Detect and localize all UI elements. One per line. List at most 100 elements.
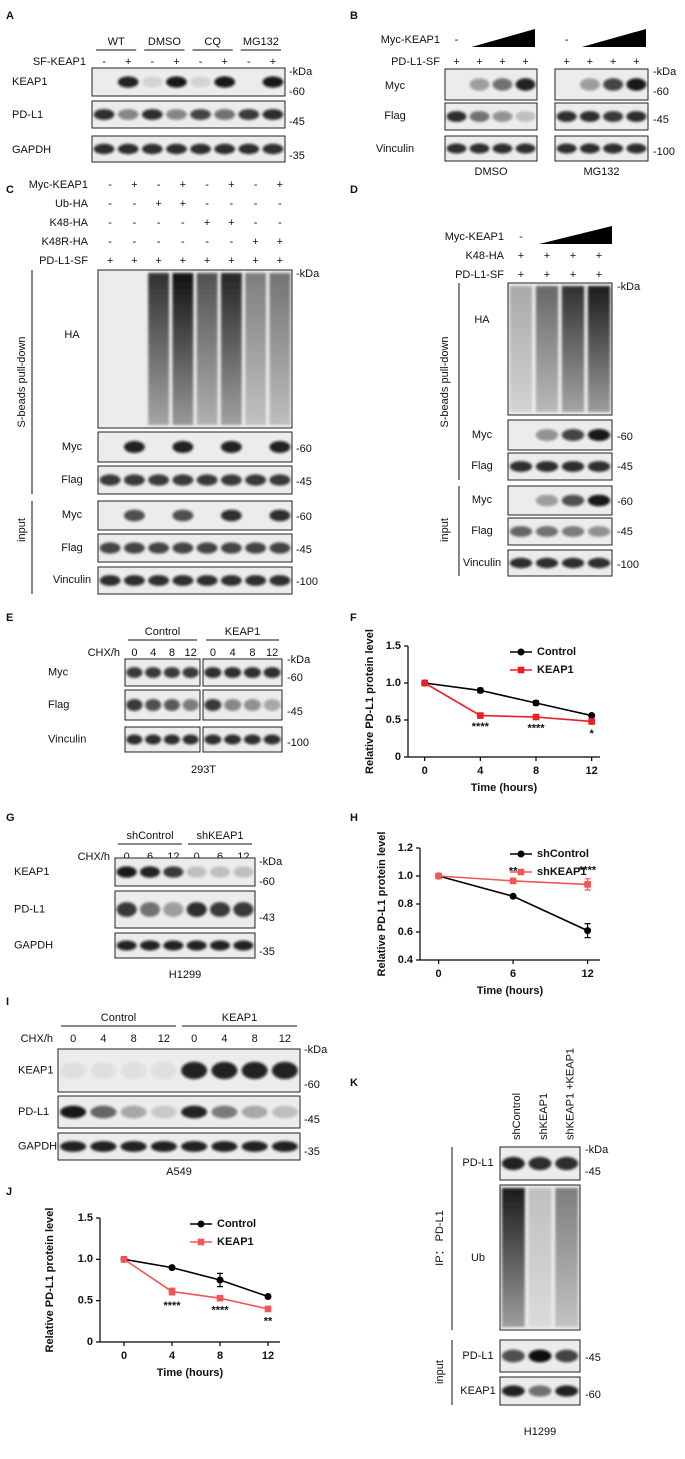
band	[245, 474, 267, 486]
point	[476, 686, 484, 694]
legend-label: shKEAP1	[537, 866, 587, 878]
time-label: 0	[70, 1033, 76, 1045]
size-marker: -60	[296, 511, 312, 523]
band	[141, 109, 163, 120]
band	[245, 542, 267, 554]
band	[501, 1385, 525, 1397]
row-label: Flag	[48, 699, 69, 711]
band	[224, 667, 242, 678]
band	[579, 78, 600, 91]
treatment-label: Myc-KEAP1	[29, 179, 88, 191]
panel-letter: E	[6, 612, 13, 624]
row-label: Flag	[471, 460, 492, 472]
band	[123, 509, 145, 522]
row-label: GAPDH	[12, 144, 51, 156]
y-tick-label: 1.2	[398, 842, 413, 854]
band	[126, 699, 143, 711]
point	[509, 892, 517, 900]
sign: +	[125, 56, 131, 68]
band	[145, 667, 162, 678]
sign: -	[254, 217, 258, 229]
row-label: Flag	[61, 542, 82, 554]
sign: +	[570, 269, 576, 281]
point	[477, 712, 484, 719]
size-marker: -45	[617, 526, 633, 538]
sign: +	[107, 255, 113, 267]
legend-marker	[517, 850, 525, 858]
y-tick-label: 0.6	[398, 926, 413, 938]
band	[117, 143, 139, 155]
group-label: Control	[101, 1012, 136, 1024]
band	[233, 866, 254, 878]
row-label: KEAP1	[18, 1064, 53, 1076]
time-label: 12	[279, 1033, 291, 1045]
sign: -	[108, 217, 112, 229]
band	[469, 111, 490, 122]
caption: DMSO	[475, 166, 508, 178]
size-marker: -43	[259, 912, 275, 924]
band	[182, 699, 199, 711]
sign: -	[455, 34, 459, 46]
band	[211, 1141, 238, 1152]
x-tick-label: 12	[586, 765, 598, 777]
band	[233, 902, 254, 917]
sign: +	[277, 236, 283, 248]
cell-line: H1299	[169, 969, 201, 981]
band	[117, 109, 139, 120]
series-line	[123, 1258, 269, 1310]
row-label: Flag	[384, 110, 405, 122]
band	[528, 1385, 552, 1397]
row-label: HA	[474, 314, 490, 326]
band	[587, 461, 611, 472]
time-label: 6	[147, 851, 153, 863]
sign: +	[221, 56, 227, 68]
band	[93, 143, 115, 155]
group-label: S-beads pull-down	[16, 336, 28, 427]
smear	[528, 1188, 552, 1327]
series-line	[123, 1258, 269, 1298]
band	[190, 143, 211, 155]
time-label: 12	[266, 647, 278, 659]
band	[123, 542, 145, 554]
band	[172, 509, 194, 522]
band	[509, 461, 533, 472]
y-axis-label: Relative PD-L1 protein level	[44, 1208, 56, 1353]
sign: +	[228, 179, 234, 191]
band	[528, 1349, 552, 1363]
size-marker: -60	[585, 1389, 601, 1401]
size-marker: -45	[617, 461, 633, 473]
band	[241, 1105, 268, 1119]
sign: -	[247, 56, 251, 68]
legend-label: Control	[217, 1218, 256, 1230]
band	[214, 109, 236, 120]
band	[190, 109, 211, 120]
sign: +	[596, 269, 602, 281]
band	[446, 111, 467, 122]
sign: -	[254, 198, 258, 210]
band	[233, 940, 254, 951]
treatment-label: PD-L1-SF	[391, 56, 440, 68]
sign: -	[278, 198, 282, 210]
x-axis-label: Time (hours)	[477, 985, 544, 997]
series-line	[424, 682, 592, 717]
sign: -	[157, 179, 161, 191]
sign: +	[587, 56, 593, 68]
x-tick-label: 0	[436, 968, 442, 980]
band	[587, 429, 611, 441]
time-axis-label: CHX/h	[78, 851, 110, 863]
y-tick-label: 1.0	[386, 677, 401, 689]
treatment-label: K48R-HA	[42, 236, 89, 248]
band	[220, 509, 242, 522]
sign: +	[252, 236, 258, 248]
band	[269, 441, 291, 453]
band	[243, 699, 261, 711]
size-marker: -35	[289, 150, 305, 162]
sign: -	[205, 236, 209, 248]
size-marker: -45	[287, 706, 303, 718]
smear	[561, 286, 585, 412]
size-marker: -kDa	[304, 1044, 328, 1056]
size-marker: -45	[653, 114, 669, 126]
band	[145, 734, 162, 745]
band	[190, 76, 211, 88]
y-tick-label: 1.5	[386, 640, 401, 652]
